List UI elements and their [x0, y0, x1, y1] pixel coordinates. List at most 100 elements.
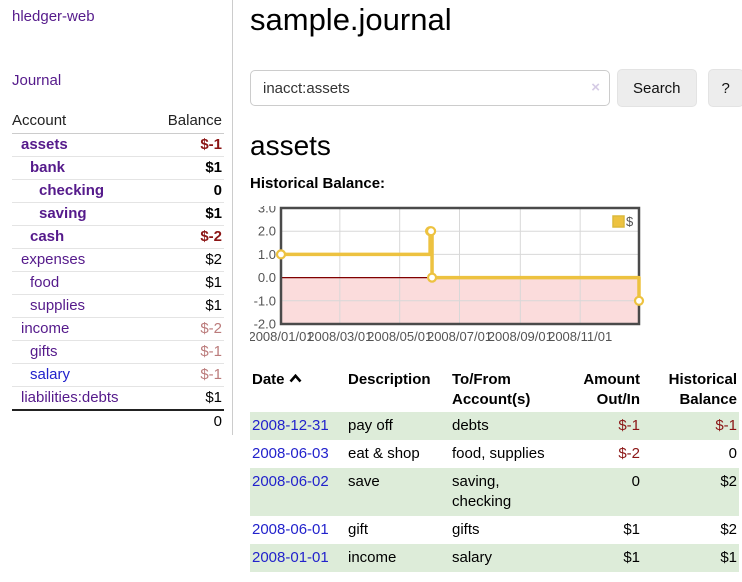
- accounts-total-value: 0: [150, 409, 224, 433]
- account-row: supplies $1: [12, 294, 224, 318]
- transaction-row: 2008-06-01 gift gifts $1 $2: [250, 516, 739, 544]
- svg-text:2008/01/01: 2008/01/01: [250, 329, 314, 344]
- svg-text:2008/05/01: 2008/05/01: [367, 329, 432, 344]
- transaction-balance: $1: [720, 549, 737, 566]
- transaction-description: save: [348, 473, 380, 490]
- svg-text:2008/09/01: 2008/09/01: [488, 329, 553, 344]
- account-link[interactable]: saving: [39, 205, 87, 222]
- account-balance: $-1: [200, 136, 222, 153]
- transactions-table-body: 2008-12-31 pay off debts $-1 $-1 2008-06-03 ea…: [250, 412, 739, 572]
- transaction-date-link[interactable]: 2008-01-01: [252, 549, 329, 566]
- transaction-date-link[interactable]: 2008-06-02: [252, 473, 329, 490]
- transaction-balance: 0: [728, 445, 737, 462]
- transaction-description: pay off: [348, 417, 393, 434]
- account-link[interactable]: gifts: [30, 343, 58, 360]
- account-row: liabilities:debts $1: [12, 386, 224, 410]
- account-link[interactable]: expenses: [21, 251, 86, 268]
- search-input[interactable]: [250, 70, 610, 106]
- transaction-accounts: saving, checking: [452, 473, 512, 510]
- account-balance: $1: [150, 294, 224, 318]
- account-link[interactable]: bank: [30, 159, 66, 176]
- account-balance: $-2: [150, 225, 224, 249]
- account-link[interactable]: checking: [39, 182, 105, 199]
- svg-text:1.0: 1.0: [258, 247, 276, 262]
- transaction-date-link[interactable]: 2008-06-03: [252, 445, 329, 462]
- account-link[interactable]: income: [21, 320, 70, 337]
- account-row: cash $-2: [12, 225, 224, 249]
- help-button[interactable]: ?: [707, 69, 742, 107]
- account-balance: $-1: [150, 363, 224, 387]
- account-balance: $1: [150, 156, 224, 180]
- clear-search-icon[interactable]: ×: [591, 79, 600, 96]
- account-link[interactable]: liabilities:debts: [21, 389, 119, 406]
- transaction-balance: $2: [720, 473, 737, 490]
- accounts-header-account: Account: [12, 109, 151, 134]
- column-header-amount: Amount Out/In: [583, 371, 640, 408]
- svg-text:3.0: 3.0: [258, 206, 276, 216]
- historical-balance-chart: $3.0 2.0 1.0 0.0 -1.0 -2.0 2008/01/01 2008/03/0…: [248, 201, 742, 355]
- transaction-accounts: salary: [452, 549, 493, 566]
- account-row: bank $1: [12, 156, 224, 180]
- transaction-accounts: gifts: [452, 521, 480, 538]
- account-balance: $1: [150, 386, 224, 410]
- transaction-description: eat & shop: [348, 445, 420, 462]
- transaction-description: income: [348, 549, 397, 566]
- svg-text:2008/07/01: 2008/07/01: [427, 329, 492, 344]
- transaction-accounts: food, supplies: [452, 445, 545, 462]
- transaction-amount: $-1: [618, 417, 640, 434]
- transaction-row: 2008-12-31 pay off debts $-1 $-1: [250, 412, 739, 440]
- account-link[interactable]: assets: [21, 136, 68, 153]
- column-header-balance: Historical Balance: [668, 371, 737, 408]
- transaction-description: gift: [348, 521, 369, 538]
- transactions-header-row: Date Description To/From Account(s) Amou…: [250, 369, 739, 412]
- app-title-link[interactable]: hledger-web: [12, 8, 95, 25]
- account-row: expenses $2: [12, 248, 224, 272]
- accounts-header-balance: Balance: [150, 109, 224, 134]
- account-row: gifts $-1: [12, 340, 224, 364]
- transaction-date-link[interactable]: 2008-12-31: [252, 417, 329, 434]
- account-balance: $-2: [150, 317, 224, 341]
- transaction-row: 2008-01-01 income salary $1 $1: [250, 544, 739, 572]
- transaction-row: 2008-06-02 save saving, checking 0 $2: [250, 468, 739, 516]
- accounts-table-body: assets $-1 bank $1 checking 0 saving $1 cash $-2 e…: [12, 134, 224, 410]
- account-link[interactable]: cash: [30, 228, 65, 245]
- search-button[interactable]: Search: [617, 69, 697, 107]
- svg-text:-2.0: -2.0: [254, 317, 276, 332]
- column-header-date[interactable]: Date: [250, 369, 346, 412]
- account-row: checking 0: [12, 179, 224, 203]
- transaction-row: 2008-06-03 eat & shop food, supplies $-2 0: [250, 440, 739, 468]
- column-header-accounts: To/From Account(s): [452, 371, 531, 408]
- accounts-table: Account Balance assets $-1 bank $1 checking 0…: [12, 109, 224, 433]
- section-title: assets: [250, 130, 331, 161]
- accounts-total-row: 0: [12, 409, 224, 433]
- account-balance: $1: [150, 202, 224, 226]
- account-row: salary $-1: [12, 363, 224, 387]
- sidebar: hledger-web Journal Account Balance asse…: [0, 0, 233, 435]
- transaction-balance: $-1: [715, 417, 737, 434]
- account-balance: $-1: [150, 340, 224, 364]
- transaction-amount: 0: [631, 473, 640, 490]
- transaction-balance: $2: [720, 521, 737, 538]
- transaction-amount: $1: [623, 521, 640, 538]
- search-bar: × Search ?: [250, 69, 742, 107]
- account-balance: $1: [150, 271, 224, 295]
- transactions-table: Date Description To/From Account(s) Amou…: [250, 369, 739, 572]
- svg-text:-1.0: -1.0: [254, 293, 276, 308]
- chart-label: Historical Balance:: [250, 175, 386, 192]
- main-content: sample.journal × Search ? assets Histori…: [233, 0, 742, 572]
- transaction-date-link[interactable]: 2008-06-01: [252, 521, 329, 538]
- sort-ascending-icon: [289, 373, 301, 383]
- account-link[interactable]: food: [30, 274, 60, 291]
- account-link[interactable]: salary: [30, 366, 71, 383]
- sidebar-item-journal[interactable]: Journal: [12, 72, 62, 89]
- account-link[interactable]: supplies: [30, 297, 86, 314]
- account-balance: $2: [150, 248, 224, 272]
- chart-svg: $3.0 2.0 1.0 0.0 -1.0 -2.02008/01/012008/03/0…: [248, 201, 645, 344]
- transaction-accounts: debts: [452, 417, 489, 434]
- svg-text:0.0: 0.0: [258, 270, 276, 285]
- account-row: assets $-1: [12, 134, 224, 157]
- svg-text:$: $: [626, 214, 634, 229]
- page-title: sample.journal: [250, 2, 452, 37]
- transaction-amount: $1: [623, 549, 640, 566]
